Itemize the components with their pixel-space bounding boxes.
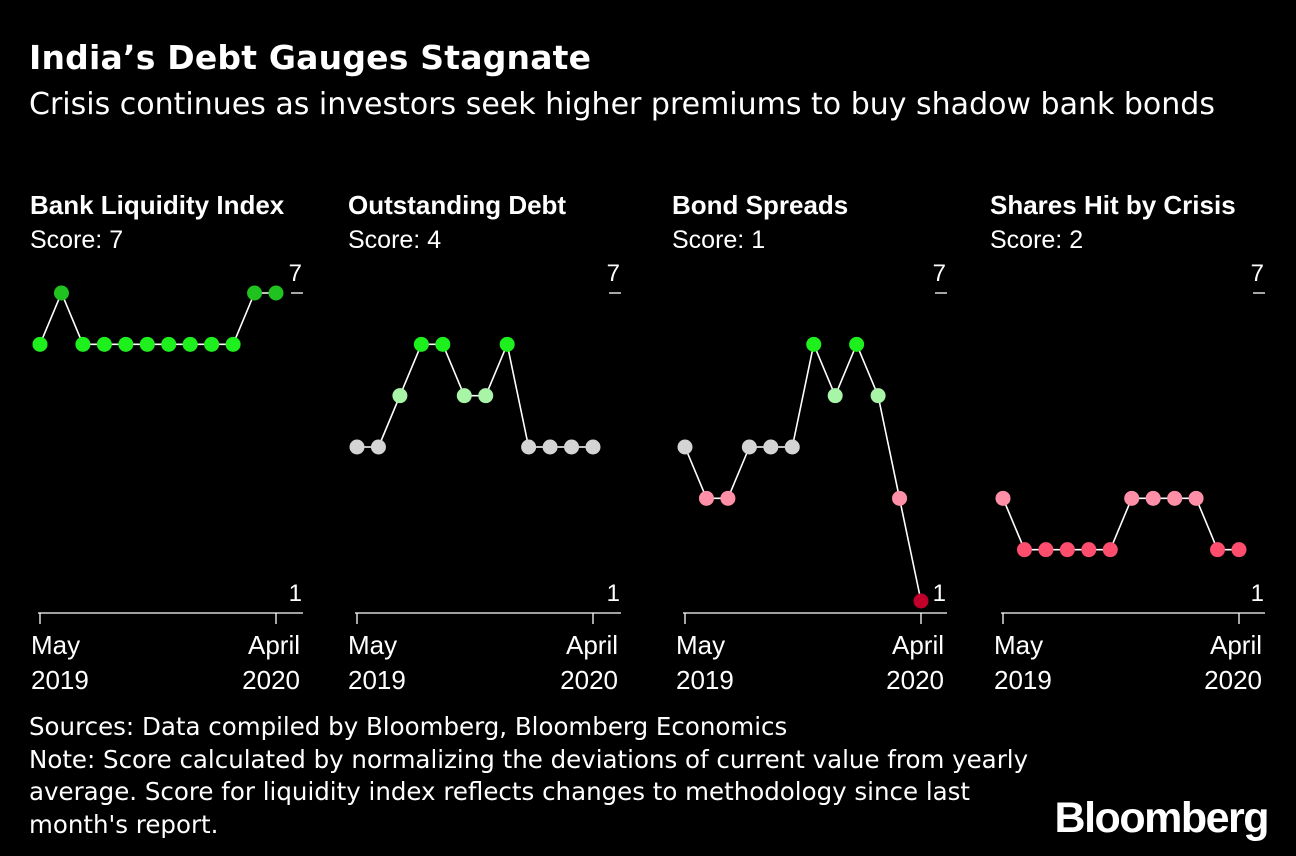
panel-title-bond-spreads: Bond Spreads [672, 190, 849, 220]
data-point [161, 336, 177, 352]
panel-title-outstanding-debt: Outstanding Debt [348, 190, 567, 220]
y-tick-label-min: 1 [289, 580, 302, 607]
data-point [139, 336, 155, 352]
data-point [784, 439, 800, 455]
data-point [1038, 542, 1054, 558]
data-point [247, 285, 263, 301]
sources-text: Sources: Data compiled by Bloomberg, Blo… [29, 712, 788, 741]
data-point [698, 490, 714, 506]
data-point [413, 336, 429, 352]
x-tick-label-start-year: 2019 [994, 665, 1052, 695]
data-point [521, 439, 537, 455]
data-point [1016, 542, 1032, 558]
x-tick-label-start-month: May [676, 630, 725, 660]
data-point [1124, 490, 1140, 506]
data-point [456, 388, 472, 404]
chart-subtitle: Crisis continues as investors seek highe… [29, 87, 1215, 122]
x-tick-label-end-month: April [566, 630, 618, 660]
data-point [118, 336, 134, 352]
chart-title: India’s Debt Gauges Stagnate [29, 38, 592, 77]
data-point [349, 439, 365, 455]
data-point [1081, 542, 1097, 558]
x-tick-label-start-month: May [348, 630, 397, 660]
data-point [204, 336, 220, 352]
y-tick-label-min: 1 [1251, 580, 1264, 607]
data-point [806, 336, 822, 352]
x-tick-label-end-month: April [1210, 630, 1262, 660]
panel-score-outstanding-debt: Score: 4 [348, 226, 442, 254]
data-point [1145, 490, 1161, 506]
x-tick-label-end-year: 2020 [1204, 665, 1262, 695]
data-point [478, 388, 494, 404]
data-point [763, 439, 779, 455]
data-point [564, 439, 580, 455]
data-point [1102, 542, 1118, 558]
panel-score-bank-liquidity: Score: 7 [30, 226, 124, 254]
data-point [1210, 542, 1226, 558]
panel-title-shares-hit: Shares Hit by Crisis [990, 190, 1236, 220]
data-point [995, 490, 1011, 506]
data-point [499, 336, 515, 352]
note-text: Note: Score calculated by normalizing th… [29, 744, 1029, 839]
y-tick-label-min: 1 [933, 580, 946, 607]
data-point [370, 439, 386, 455]
panel-title-bank-liquidity: Bank Liquidity Index [30, 190, 285, 220]
x-tick-label-end-month: April [892, 630, 944, 660]
data-point [849, 336, 865, 352]
x-tick-label-start-year: 2019 [676, 665, 734, 695]
y-tick-label-max: 7 [289, 260, 302, 287]
data-point [827, 388, 843, 404]
x-tick-label-end-month: April [248, 630, 300, 660]
x-tick-label-start-month: May [994, 630, 1043, 660]
data-point [392, 388, 408, 404]
data-point [53, 285, 69, 301]
data-point [720, 490, 736, 506]
series-line [39, 290, 276, 346]
data-point [96, 336, 112, 352]
data-point [225, 336, 241, 352]
series-line [1002, 497, 1239, 551]
data-point [870, 388, 886, 404]
data-point [435, 336, 451, 352]
data-point [182, 336, 198, 352]
x-tick-label-start-year: 2019 [348, 665, 406, 695]
data-point [677, 439, 693, 455]
x-tick-label-start-month: May [31, 630, 80, 660]
data-point [913, 593, 929, 609]
data-point [741, 439, 757, 455]
data-point [75, 336, 91, 352]
data-point [32, 336, 48, 352]
data-point [1231, 542, 1247, 558]
bloomberg-logo: Bloomberg [1054, 794, 1270, 842]
x-tick-label-end-year: 2020 [242, 665, 300, 695]
y-tick-label-max: 7 [933, 260, 946, 287]
x-tick-label-end-year: 2020 [886, 665, 944, 695]
y-tick-label-max: 7 [607, 260, 620, 287]
chart-footer: Sources: Data compiled by Bloomberg, Blo… [29, 711, 1039, 841]
series-line [684, 341, 922, 602]
panel-score-shares-hit: Score: 2 [990, 226, 1084, 254]
data-point [542, 439, 558, 455]
series-line [357, 341, 593, 448]
data-point [1059, 542, 1075, 558]
data-point [268, 285, 284, 301]
data-point [1167, 490, 1183, 506]
data-point [892, 490, 908, 506]
y-tick-label-max: 7 [1251, 260, 1264, 287]
x-tick-label-start-year: 2019 [31, 665, 89, 695]
x-tick-label-end-year: 2020 [560, 665, 618, 695]
data-point [585, 439, 601, 455]
data-point [1188, 490, 1204, 506]
panel-score-bond-spreads: Score: 1 [672, 226, 766, 254]
y-tick-label-min: 1 [607, 580, 620, 607]
